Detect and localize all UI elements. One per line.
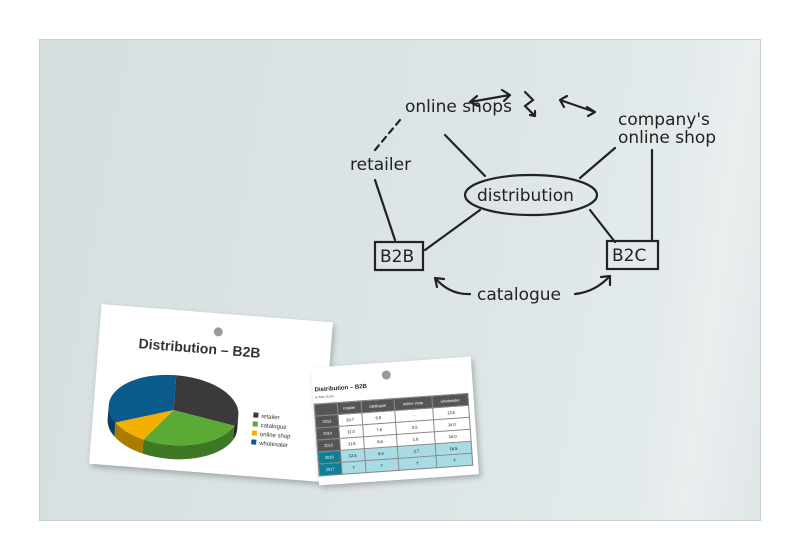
pie-slice-side-retailer <box>233 415 239 440</box>
table-cell: ? <box>397 455 437 471</box>
label-company: company's <box>618 110 710 130</box>
line-distribution-b2b <box>423 208 482 252</box>
table-title: Distribution – B2B <box>314 383 368 394</box>
magnet <box>213 327 224 337</box>
legend-swatch <box>251 430 258 436</box>
legend-label: wholesaler <box>258 440 288 450</box>
legend-label: retailer <box>261 414 280 422</box>
label-catalogue: catalogue <box>477 285 561 305</box>
chart-title: Distribution – B2B <box>138 335 262 361</box>
arrow-right <box>558 94 597 118</box>
table-cell: ? <box>435 453 473 468</box>
pie-slice-side-online-shop <box>114 422 144 454</box>
label-distribution: distribution <box>477 186 574 206</box>
legend-item: wholesaler <box>251 439 290 451</box>
table-cell: ? <box>341 460 366 475</box>
legend-label: online shop <box>259 431 291 441</box>
pie-slice-wholesaler <box>108 374 177 423</box>
line-shops-distribution <box>443 133 487 178</box>
line-distribution-b2c <box>588 208 617 244</box>
label-online: online shops <box>405 97 512 117</box>
b2c-box <box>605 239 660 271</box>
line-company-distribution <box>578 146 617 180</box>
pie-chart <box>107 374 239 460</box>
line-b2b-retailer <box>373 178 397 242</box>
data-table: retailer catalogue online shop wholesaler 20… <box>314 393 474 477</box>
legend-swatch <box>253 412 259 418</box>
b2b-box <box>373 240 425 272</box>
arrow-catalogue-b2c <box>573 274 612 296</box>
pie-slice-retailer <box>173 375 239 426</box>
table-cell: ? <box>364 458 399 473</box>
row-year: 2017 <box>318 462 343 476</box>
label-b2c: B2C <box>612 246 646 266</box>
handwritten-diagram: online shops company's online shop retai… <box>350 88 716 305</box>
label-retailer: retailer <box>350 155 411 175</box>
arrow-catalogue-b2b <box>433 276 472 296</box>
pie-slice-side-catalogue <box>142 425 235 460</box>
legend-swatch <box>252 421 258 427</box>
label-online-shop: online shop <box>618 128 716 148</box>
pie-slice-online-shop <box>115 410 174 440</box>
pie-slice-side-wholesaler <box>107 405 116 437</box>
dashed-retailer-shops <box>373 118 402 152</box>
pie-chart-printout: Distribution – B2B retailer catalogue onli… <box>89 304 333 482</box>
magnet <box>381 370 392 380</box>
pie-slice-catalogue <box>143 410 235 446</box>
label-b2b: B2B <box>380 247 414 267</box>
arrow-left <box>468 88 512 108</box>
distribution-ellipse <box>463 173 599 217</box>
chart-legend: retailer catalogue online shop wholesaler <box>251 412 292 451</box>
legend-swatch <box>251 439 257 445</box>
legend-label: catalogue <box>260 422 287 432</box>
table-printout: Distribution – B2B in Mio. Euro retailer… <box>311 356 479 486</box>
table-subtitle: in Mio. Euro <box>315 394 334 400</box>
lightning-icon <box>523 90 537 118</box>
